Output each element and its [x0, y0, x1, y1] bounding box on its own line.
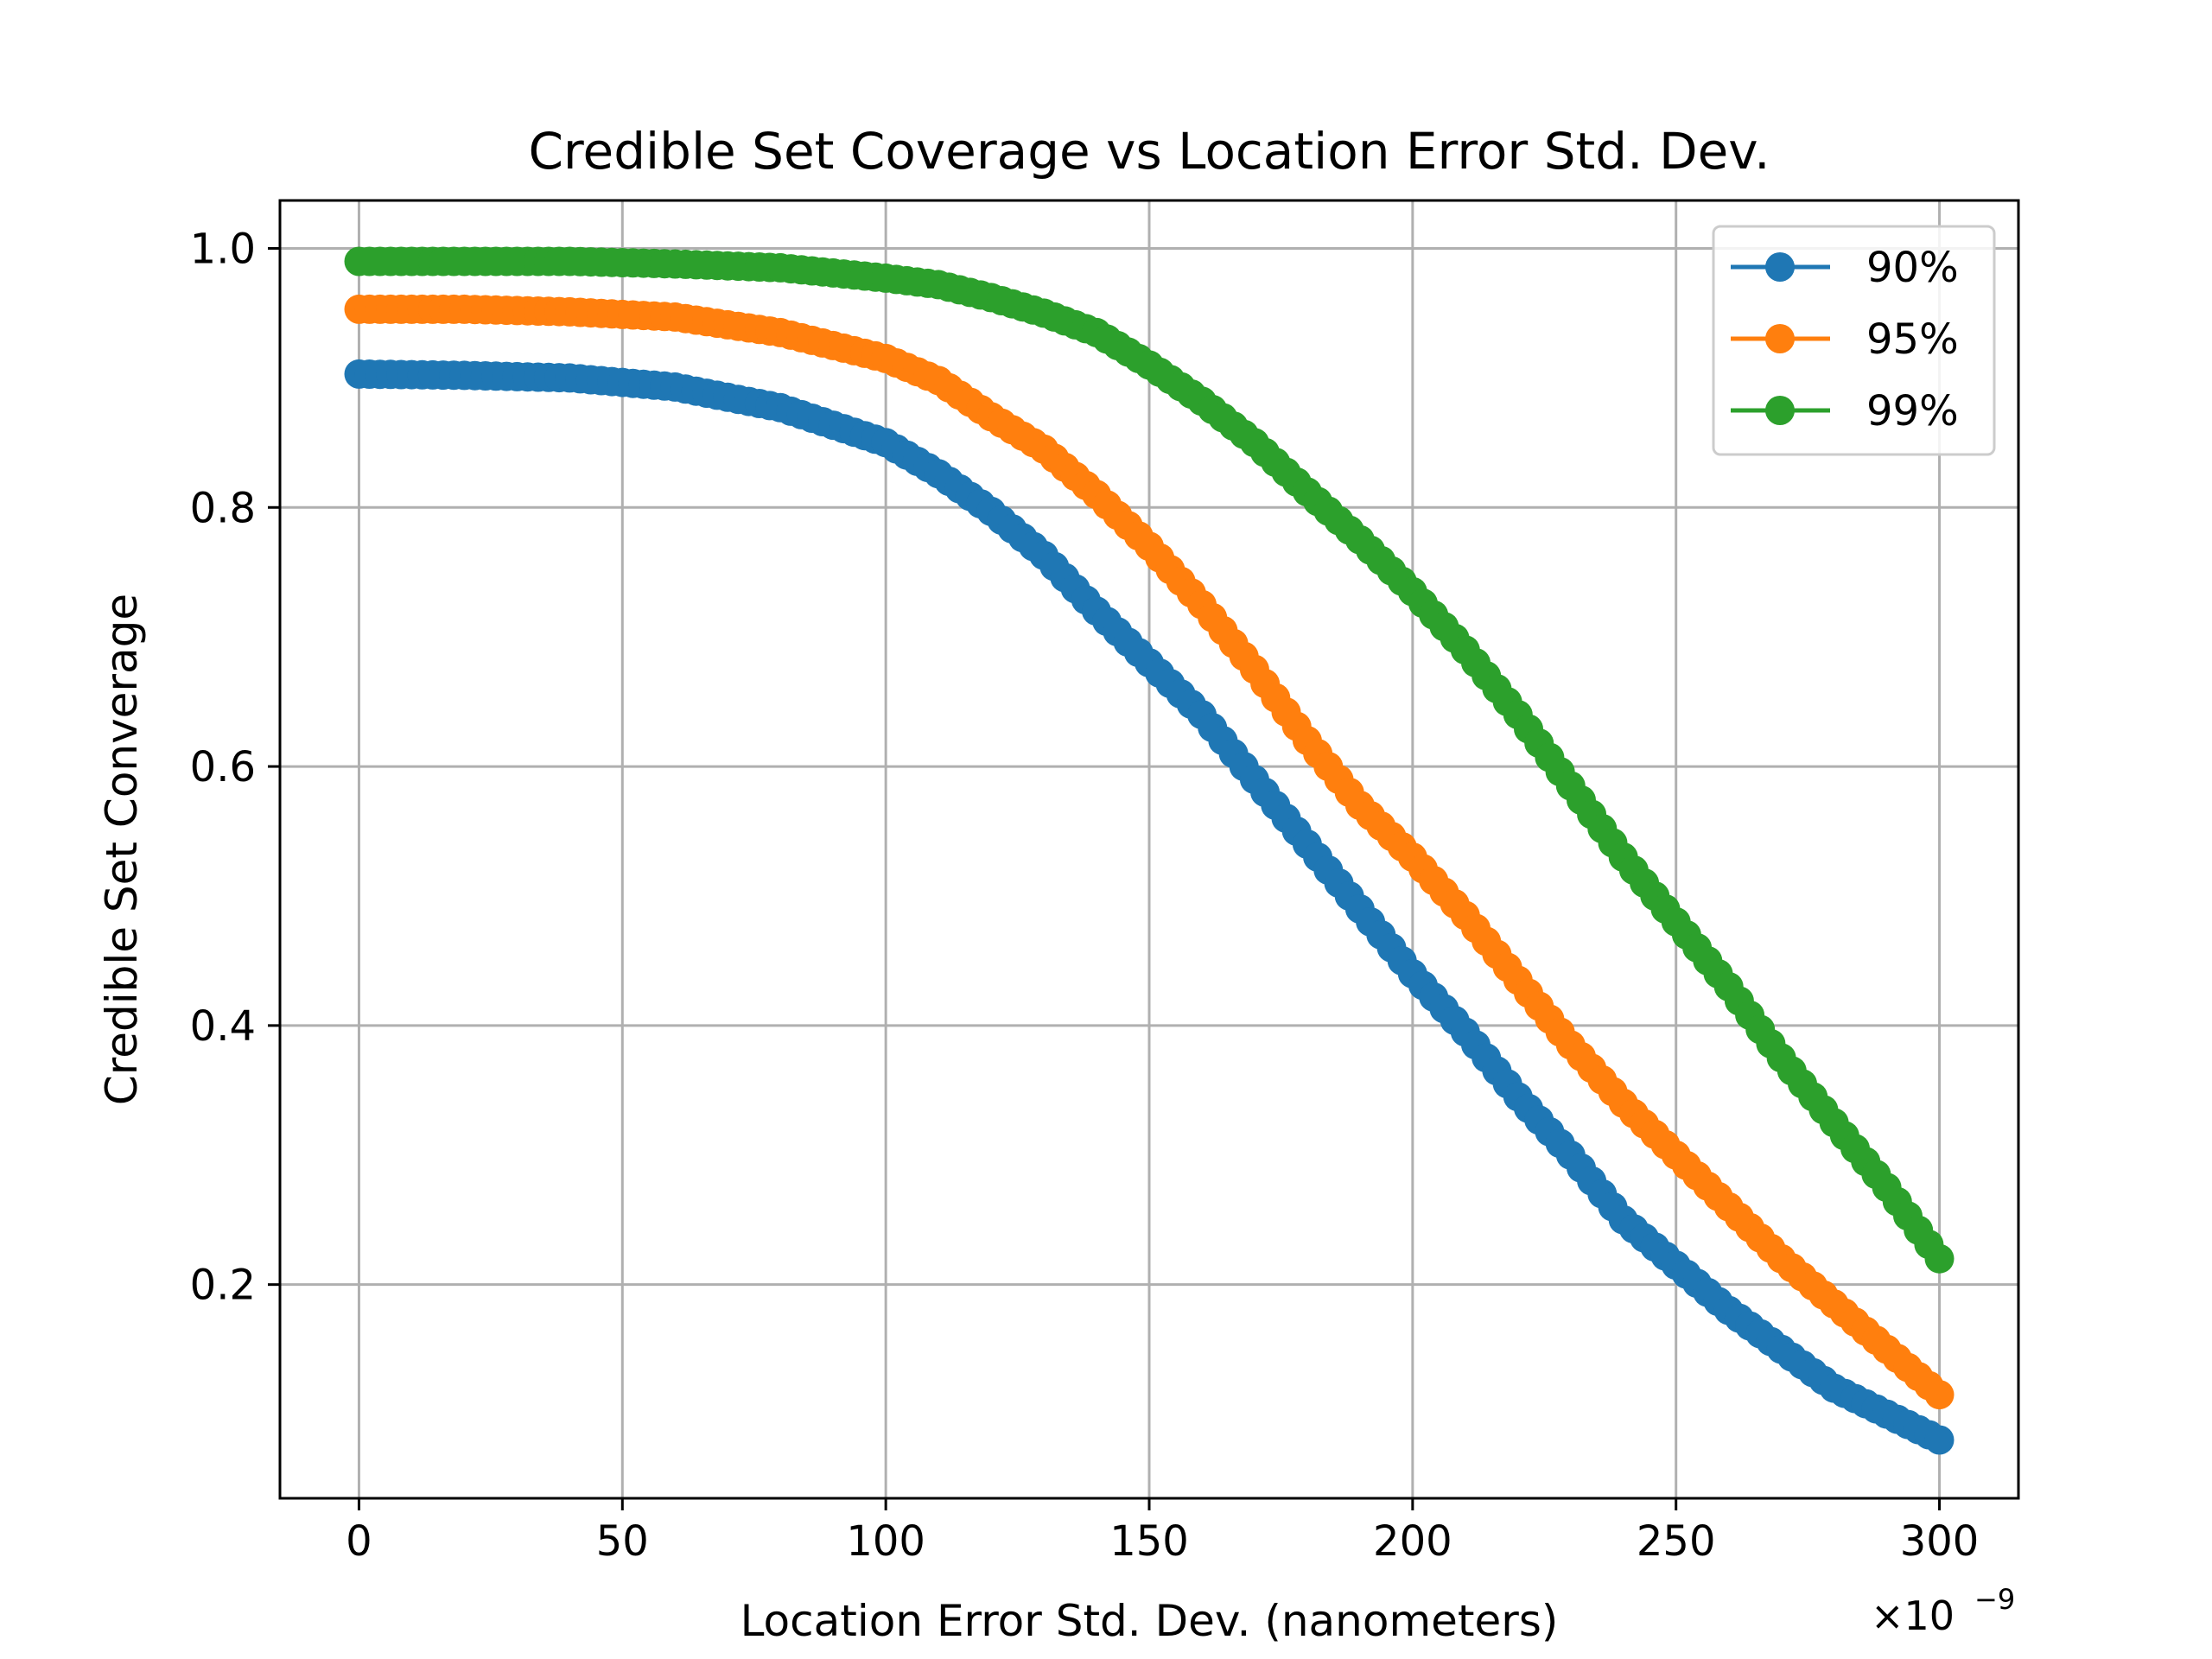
x-offset-label: ×10 −9: [1871, 1583, 2015, 1639]
series-90-percent: [344, 359, 1955, 1455]
x-tick-label: 100: [846, 1517, 925, 1566]
x-tick-label: 250: [1637, 1517, 1716, 1566]
data-point: [1924, 1425, 1955, 1455]
legend-marker: [1765, 396, 1795, 425]
x-tick-label: 0: [346, 1517, 372, 1566]
axis-ticks: 0 50 100 150 200 250 300 0.2 0.4 0.6 0.8 1.0: [190, 225, 1980, 1566]
y-tick-label: 0.6: [190, 743, 256, 791]
legend: 90% 95% 99%: [1712, 225, 1996, 456]
x-tick-label: 200: [1373, 1517, 1452, 1566]
series-95-percent: [344, 294, 1955, 1410]
legend-label: 99%: [1866, 387, 1959, 435]
data-point: [1924, 1380, 1955, 1410]
x-tick-label: 300: [1900, 1517, 1980, 1566]
x-offset-text: ×10: [1871, 1592, 1955, 1639]
y-tick-label: 1.0: [190, 225, 256, 273]
y-tick-label: 0.4: [190, 1002, 256, 1051]
series-99-percent: [344, 246, 1955, 1274]
legend-label: 95%: [1866, 315, 1959, 364]
legend-marker: [1765, 252, 1795, 282]
x-tick-label: 50: [596, 1517, 649, 1566]
x-offset-exponent: −9: [1974, 1583, 2015, 1616]
legend-label: 90%: [1866, 244, 1959, 292]
chart-title: Credible Set Coverage vs Location Error …: [528, 122, 1770, 181]
y-tick-label: 0.2: [190, 1262, 256, 1310]
x-tick-label: 150: [1109, 1517, 1189, 1566]
series-layer: [344, 246, 1955, 1455]
y-axis-label: Credible Set Converage: [97, 594, 147, 1105]
x-axis-label: Location Error Std. Dev. (nanometers): [741, 1596, 1559, 1646]
y-tick-label: 0.8: [190, 484, 256, 532]
legend-marker: [1765, 324, 1795, 353]
data-point: [1924, 1243, 1955, 1274]
